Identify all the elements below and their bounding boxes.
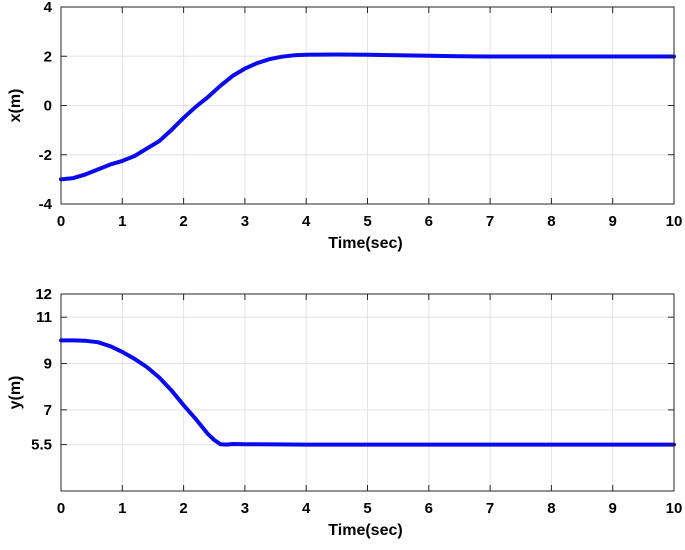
y-tick-label: 7 <box>44 402 52 419</box>
x-tick-label: 5 <box>363 500 371 517</box>
series-line <box>59 338 676 447</box>
y-tick-label: 9 <box>44 356 52 373</box>
x-tick-label: 7 <box>486 500 494 517</box>
x-tick-label: 5 <box>363 213 371 230</box>
y-tick-label: 2 <box>44 48 52 65</box>
x-tick-label: 8 <box>547 213 555 230</box>
x-tick-label: 3 <box>241 500 249 517</box>
y-tick-label: 5.5 <box>31 437 52 454</box>
y-tick-label: 12 <box>35 286 52 303</box>
x-tick-label: 2 <box>179 500 187 517</box>
y-tick-label: 4 <box>44 0 53 16</box>
x-tick-label: 8 <box>547 500 555 517</box>
y-tick-label: 0 <box>44 98 52 115</box>
x-tick-label: 6 <box>425 500 433 517</box>
y-axis-label: y(m) <box>7 376 24 410</box>
y-tick-label: 11 <box>36 309 52 326</box>
x-tick-label: 0 <box>57 213 65 230</box>
y-tick-label: -2 <box>39 147 52 164</box>
x-axis-label: Time(sec) <box>328 522 402 539</box>
x-axis-label: Time(sec) <box>328 235 402 252</box>
y-tick-label: -4 <box>39 196 53 213</box>
x-tick-label: 9 <box>609 500 617 517</box>
x-tick-label: 1 <box>118 213 126 230</box>
x-tick-label: 2 <box>179 213 187 230</box>
x-tick-label: 4 <box>302 500 311 517</box>
x-tick-label: 0 <box>57 500 65 517</box>
y-axis-label: x(m) <box>7 89 24 123</box>
series-line <box>59 52 676 182</box>
x-tick-label: 1 <box>118 500 126 517</box>
x-tick-label: 4 <box>302 213 311 230</box>
x-tick-label: 3 <box>241 213 249 230</box>
x-tick-label: 10 <box>666 500 683 517</box>
x-tick-label: 10 <box>666 213 683 230</box>
x-tick-label: 9 <box>609 213 617 230</box>
x-tick-label: 7 <box>486 213 494 230</box>
x-tick-label: 6 <box>425 213 433 230</box>
x-position-chart: 0 1 2 3 4 5 6 7 8 9 10 -4 -2 0 2 4 Time(sec) x(m) <box>7 0 682 252</box>
